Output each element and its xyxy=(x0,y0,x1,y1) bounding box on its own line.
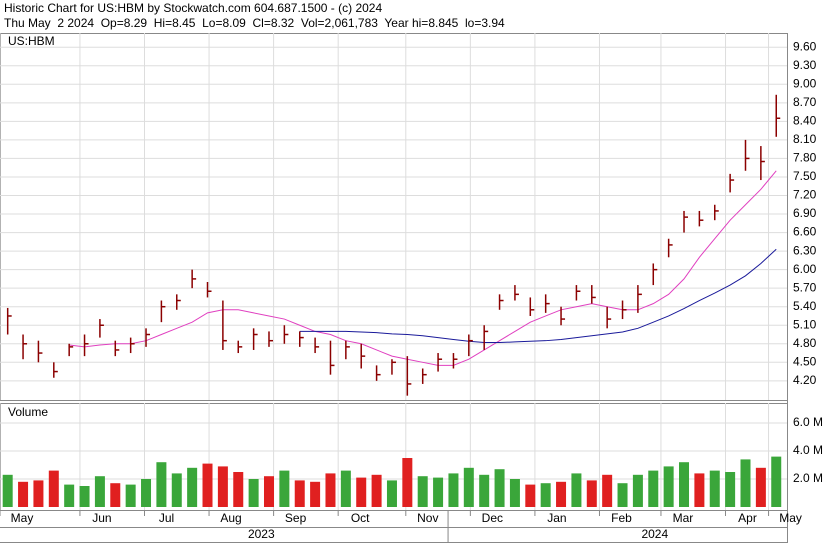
volume-bar xyxy=(294,480,305,507)
volume-bar xyxy=(463,467,474,507)
volume-bar xyxy=(325,473,336,507)
y-tick-label: 5.40 xyxy=(793,299,817,313)
volume-bar xyxy=(48,470,59,507)
volume-bar xyxy=(217,466,228,507)
x-tick-label: May xyxy=(779,511,802,525)
y-tick-label: 9.60 xyxy=(793,39,817,53)
x-tick-label: Feb xyxy=(611,511,632,525)
x-tick-label: Oct xyxy=(351,511,370,525)
volume-bar xyxy=(171,473,182,507)
y-tick-label: 4.20 xyxy=(793,373,817,387)
volume-bar xyxy=(755,467,766,507)
volume-bar xyxy=(740,459,751,507)
volume-bar xyxy=(479,474,490,507)
volume-bar xyxy=(617,483,628,507)
y-tick-label: 9.00 xyxy=(793,76,817,90)
volume-bar xyxy=(586,480,597,507)
volume-bar xyxy=(679,462,690,507)
volume-bar xyxy=(79,486,90,507)
volume-bar xyxy=(448,473,459,507)
x-tick-label: Nov xyxy=(417,511,438,525)
y-tick-label: 6.30 xyxy=(793,243,817,257)
volume-bar xyxy=(2,474,13,507)
volume-bar xyxy=(771,456,782,507)
x-tick-label: Jul xyxy=(159,511,174,525)
volume-bar xyxy=(509,479,520,507)
volume-bar xyxy=(632,474,643,507)
volume-bar xyxy=(725,472,736,507)
volume-bar xyxy=(602,474,613,507)
x-tick-label: Jan xyxy=(547,511,566,525)
x-tick-label: Dec xyxy=(482,511,503,525)
volume-bar xyxy=(525,484,536,507)
y-tick-label: 8.40 xyxy=(793,114,817,128)
volume-bar xyxy=(648,470,659,507)
year-label: 2024 xyxy=(641,527,668,541)
moving-average xyxy=(69,170,777,366)
year-label: 2023 xyxy=(248,527,275,541)
volume-bar xyxy=(494,469,505,507)
y-tick-label: 7.20 xyxy=(793,188,817,202)
volume-bar xyxy=(64,484,75,507)
volume-bar xyxy=(556,481,567,507)
volume-bar xyxy=(356,477,367,507)
y-tick-label: 5.70 xyxy=(793,280,817,294)
volume-bar xyxy=(709,470,720,507)
x-tick-label: Aug xyxy=(220,511,241,525)
y-tick-label: 2.0 M xyxy=(793,471,823,485)
volume-bar xyxy=(18,481,29,507)
volume-bar xyxy=(279,470,290,507)
volume-bar xyxy=(694,473,705,507)
volume-bar xyxy=(571,473,582,507)
panel-label: Volume xyxy=(8,405,48,419)
y-tick-label: 7.50 xyxy=(793,169,817,183)
volume-bar xyxy=(263,476,274,507)
y-tick-label: 8.70 xyxy=(793,95,817,109)
chart-title: Historic Chart for US:HBM by Stockwatch.… xyxy=(4,1,382,15)
volume-bar xyxy=(156,462,167,507)
y-tick-label: 8.10 xyxy=(793,132,817,146)
x-tick-label: Apr xyxy=(738,511,757,525)
y-tick-label: 6.90 xyxy=(793,206,817,220)
volume-bar xyxy=(110,483,121,507)
volume-bar xyxy=(663,466,674,507)
x-tick-label: Mar xyxy=(673,511,694,525)
panel-label: US:HBM xyxy=(8,34,55,48)
volume-bar xyxy=(202,463,213,507)
y-tick-label: 6.0 M xyxy=(793,415,823,429)
x-tick-label: Sep xyxy=(285,511,307,525)
volume-bar xyxy=(540,483,551,507)
volume-bar xyxy=(340,470,351,507)
volume-bar xyxy=(94,476,105,507)
volume-bar xyxy=(187,467,198,507)
volume-bar xyxy=(386,480,397,507)
volume-bar xyxy=(125,484,136,507)
x-tick-label: May xyxy=(11,511,34,525)
volume-bar xyxy=(417,476,428,507)
y-tick-label: 4.50 xyxy=(793,354,817,368)
y-tick-label: 6.60 xyxy=(793,225,817,239)
y-tick-label: 9.30 xyxy=(793,58,817,72)
volume-bar xyxy=(141,479,152,507)
y-tick-label: 4.0 M xyxy=(793,443,823,457)
y-tick-label: 5.10 xyxy=(793,317,817,331)
volume-bar xyxy=(310,481,321,507)
moving-average xyxy=(299,248,777,344)
volume-bar xyxy=(248,479,259,507)
y-tick-label: 6.00 xyxy=(793,262,817,276)
volume-bar xyxy=(33,480,44,507)
volume-bar xyxy=(371,474,382,507)
quote-summary: Thu May 2 2024 Op=8.29 Hi=8.45 Lo=8.09 C… xyxy=(4,16,505,30)
volume-bar xyxy=(233,472,244,507)
volume-bar xyxy=(433,477,444,507)
y-tick-label: 4.80 xyxy=(793,336,817,350)
x-tick-label: Jun xyxy=(92,511,111,525)
y-tick-label: 7.80 xyxy=(793,151,817,165)
volume-bar xyxy=(402,458,413,507)
